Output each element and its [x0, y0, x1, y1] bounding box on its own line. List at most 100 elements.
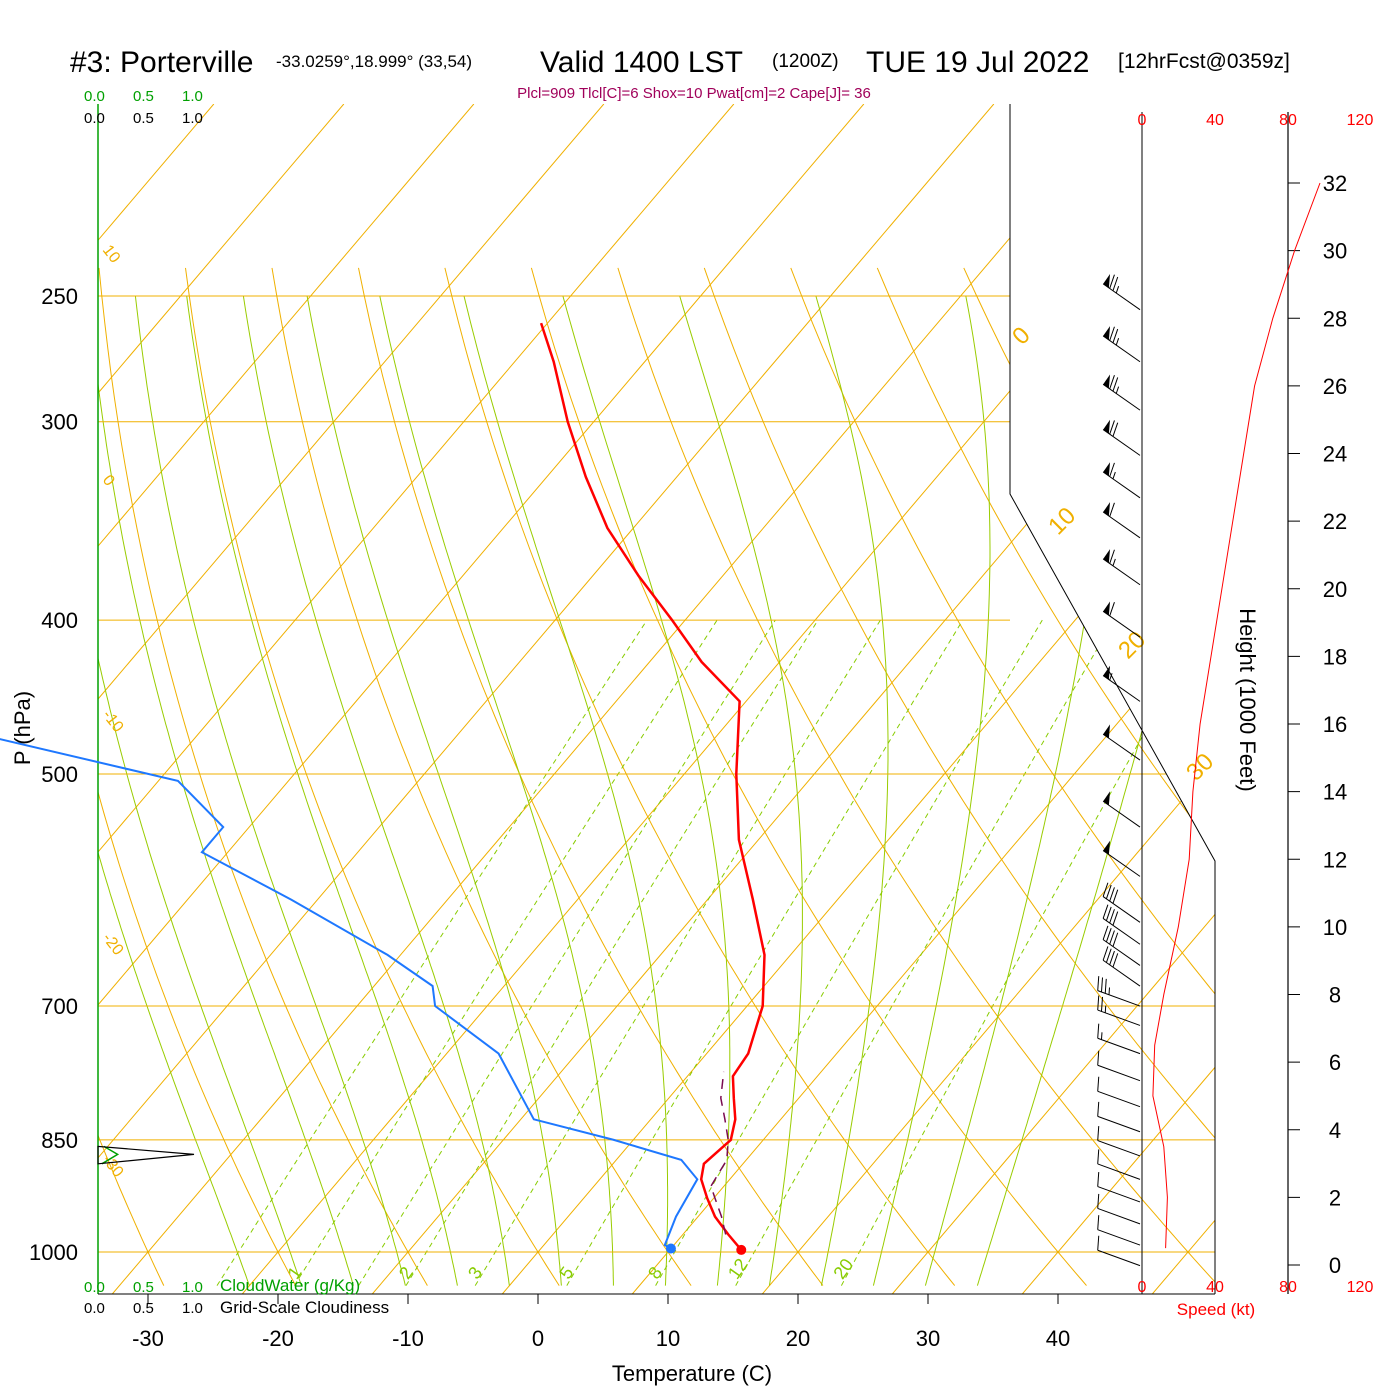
wind-barb	[1102, 274, 1141, 311]
surface-temperature-dot	[736, 1244, 747, 1255]
height-tick-label: 32	[1323, 171, 1347, 196]
x-tick-label: -30	[132, 1326, 164, 1351]
isotherm-line	[1151, 104, 1215, 1294]
y-tick-label: 300	[41, 410, 78, 435]
moist-adiabat-line	[98, 295, 250, 1286]
wind-barb-full	[1109, 930, 1115, 945]
dry-adiabat-line	[98, 267, 428, 1286]
mixing-ratio-line	[474, 619, 881, 1286]
moist-adiabat-line	[306, 295, 562, 1286]
wind-barb-full	[1112, 276, 1119, 291]
wind-barb-staff	[1102, 896, 1141, 923]
mixing-ratio-line	[293, 619, 718, 1286]
wind-barb	[1097, 995, 1141, 1026]
wind-barb-full	[1112, 889, 1119, 904]
isotherm-label: 0	[99, 472, 118, 490]
speed-tick-80-bottom: 80	[1279, 1279, 1297, 1296]
cloudiness-tick-1-bottom: 0.5	[133, 1300, 154, 1317]
dry-adiabat-line	[703, 267, 1215, 1286]
isotherm-label: -30	[99, 1152, 127, 1181]
dewpoint-line	[0, 738, 699, 1250]
isotherm-label: -20	[99, 930, 127, 959]
wind-barb-flag	[1103, 601, 1111, 616]
height-tick-label: 10	[1323, 915, 1347, 940]
height-tick-label: 20	[1323, 577, 1347, 602]
dry-adiabat-line	[1049, 267, 1215, 1286]
wind-barb-half	[1108, 987, 1111, 995]
height-tick-label: 24	[1323, 442, 1347, 467]
wind-barb-staff	[1102, 939, 1141, 966]
height-tick-label: 22	[1323, 509, 1347, 534]
wind-barb-staff	[1102, 918, 1141, 945]
mixing-ratio-label: 12	[724, 1255, 752, 1283]
wind-barb	[1097, 1126, 1141, 1157]
height-tick-label: 14	[1323, 780, 1347, 805]
wind-barb	[1102, 724, 1141, 761]
y-tick-label: 250	[41, 284, 78, 309]
wind-barb-full	[1097, 1023, 1100, 1039]
height-tick-label: 8	[1329, 983, 1341, 1008]
speed-axis-title: Speed (kt)	[1177, 1300, 1255, 1319]
wind-barb	[1097, 1050, 1141, 1082]
surface-dewpoint-dot	[665, 1243, 676, 1254]
y-tick-label: 500	[41, 762, 78, 787]
wind-barb-full	[1105, 906, 1112, 921]
mixing-ratio-label: 20	[829, 1255, 857, 1283]
wind-barb	[1102, 840, 1141, 877]
wind-barb	[1097, 1149, 1141, 1180]
mixing-ratio-label: 5	[555, 1263, 577, 1283]
wind-barb-staff	[1097, 1090, 1141, 1108]
wind-barb-staff	[1097, 1064, 1141, 1082]
wind-barb-full	[1112, 422, 1119, 437]
wind-barb	[1097, 1193, 1141, 1225]
isotherm-line	[98, 104, 605, 1294]
wind-barb-flag	[1103, 326, 1111, 340]
wind-barb-flag	[1103, 502, 1111, 517]
mixing-ratio-label: 3	[464, 1263, 486, 1283]
speed-tick-40-bottom: 40	[1206, 1279, 1224, 1296]
wind-barb	[1102, 882, 1141, 923]
wind-barb	[1097, 1101, 1141, 1133]
wind-barb-staff	[1102, 850, 1141, 877]
wind-barb-flag	[1103, 274, 1111, 288]
height-tick-label: 16	[1323, 712, 1347, 737]
dry-adiabat-line	[617, 267, 1215, 1286]
dry-adiabat-line	[98, 267, 297, 1286]
utc-time: (1200Z)	[772, 51, 839, 72]
cloudiness-tick-2: 1.0	[182, 110, 203, 127]
height-tick-label: 28	[1323, 306, 1347, 331]
moist-adiabat-line	[463, 295, 669, 1286]
isotherm-line	[98, 104, 345, 1294]
wind-barb	[1102, 665, 1141, 702]
moist-adiabat-line	[98, 295, 354, 1286]
x-axis-title: Temperature (C)	[612, 1361, 772, 1386]
isotherm-line	[111, 104, 1125, 1294]
station-title: #3: Porterville	[70, 46, 253, 79]
dry-adiabat-line	[1310, 268, 1400, 1286]
isotherm-line	[98, 104, 735, 1294]
wind-barb	[1102, 326, 1141, 363]
wind-barb-full	[1097, 1101, 1100, 1117]
moist-adiabat-line	[815, 295, 889, 1286]
wind-barb-full	[1104, 978, 1107, 994]
cloud-panel	[97, 1145, 195, 1165]
dry-adiabat-line	[1136, 267, 1215, 1286]
wind-barb-full	[1097, 1126, 1100, 1141]
height-tick-label: 30	[1323, 239, 1347, 264]
wind-barb-full	[1112, 377, 1119, 392]
wind-barb-full	[1097, 1149, 1100, 1164]
height-tick-label: 2	[1329, 1185, 1341, 1210]
moist-adiabat-line	[379, 295, 614, 1286]
moist-adiabat-line	[562, 295, 731, 1286]
wind-barb	[1097, 1076, 1141, 1108]
wind-barb-full	[1112, 328, 1119, 343]
wind-barb	[1097, 1215, 1141, 1246]
wind-barb	[1102, 601, 1141, 638]
y-tick-label: 400	[41, 608, 78, 633]
wind-barb	[1097, 1235, 1141, 1267]
wind-barb-full	[1097, 995, 1100, 1011]
x-tick-label: 0	[532, 1326, 544, 1351]
wind-barb-full	[1105, 928, 1112, 943]
wind-barb-half	[1104, 1005, 1107, 1013]
